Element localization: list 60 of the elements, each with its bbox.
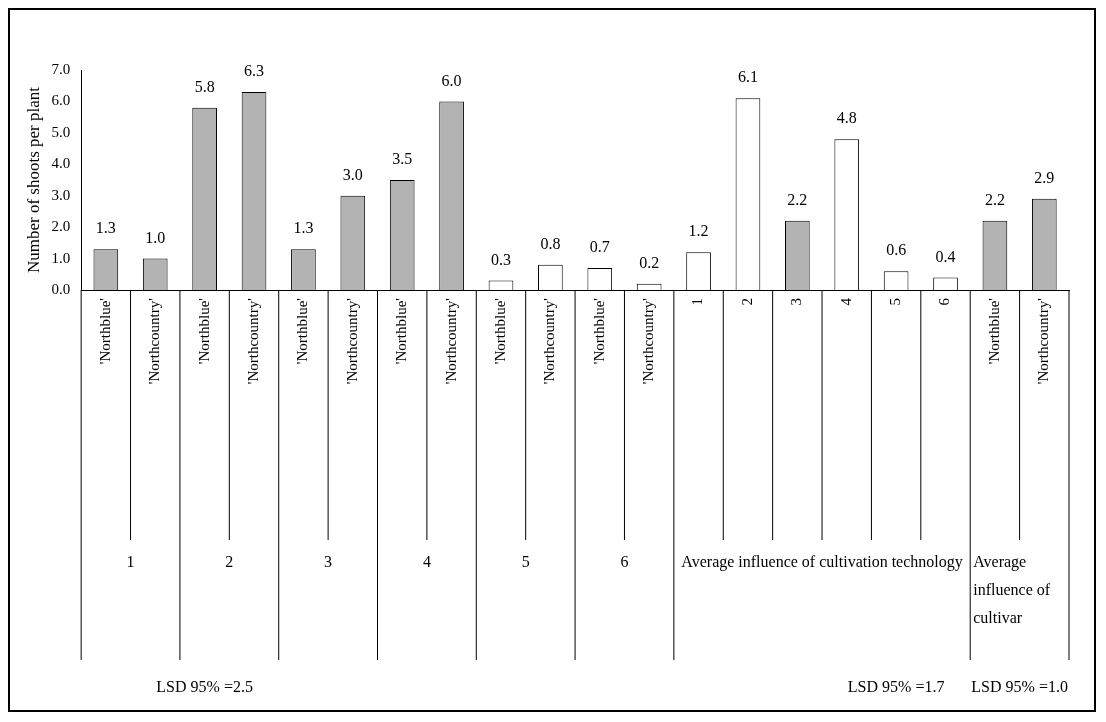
text: Average influence of cultivar [973, 553, 1051, 627]
x-tick-label: 'Northblue' [195, 297, 212, 365]
x-tick-label: 2 [738, 298, 755, 306]
data-label: 0.3 [490, 250, 511, 268]
y-tick-label: 3.0 [51, 186, 71, 203]
y-tick-label: 2.0 [51, 218, 71, 235]
x-tick-label: 'Northblue' [96, 297, 113, 365]
x-tick-label: 'Northblue' [393, 297, 410, 365]
text: Average influence of cultivation technology [681, 553, 963, 572]
x-tick-label: 'Northcountry' [146, 297, 163, 385]
x-tick-label: 5 [887, 298, 904, 306]
data-label: 0.2 [639, 253, 660, 271]
data-label: 0.4 [935, 247, 956, 265]
x-tick-label: 'Northcountry' [343, 297, 360, 385]
x-tick-label: 'Northcountry' [442, 297, 459, 385]
text: 1 [126, 553, 135, 571]
data-label: 6.3 [244, 62, 265, 80]
data-label: 1.3 [95, 219, 116, 237]
data-label: 2.2 [787, 191, 808, 209]
x-tick-label: 6 [936, 297, 953, 306]
text: 3 [324, 553, 333, 571]
y-tick-label: 0.0 [51, 280, 71, 297]
data-label: 6.0 [441, 71, 462, 89]
text: LSD 95% =1.0 [971, 678, 1068, 696]
text: 5 [521, 553, 530, 571]
data-label: 0.7 [589, 238, 610, 256]
data-label: 1.0 [145, 228, 166, 246]
x-tick-label: 'Northcountry' [541, 297, 558, 385]
data-label: 1.3 [293, 219, 314, 237]
text: 4 [422, 553, 431, 571]
x-tick-label: 'Northblue' [294, 297, 311, 365]
x-tick-label: 'Northblue' [985, 297, 1002, 365]
x-tick-label: 4 [837, 297, 854, 306]
data-label: 1.2 [688, 222, 709, 240]
x-tick-label: 1 [689, 298, 706, 306]
text: 2 [225, 553, 234, 571]
y-tick-label: 7.0 [51, 60, 71, 77]
text: 6 [620, 553, 629, 571]
x-tick-label: 'Northcountry' [640, 297, 657, 385]
text: LSD 95% =1.7 [847, 678, 945, 696]
x-tick-label: 'Northcountry' [244, 297, 261, 385]
data-label: 3.0 [342, 165, 363, 183]
data-label: 0.8 [540, 235, 561, 253]
y-tick-label: 5.0 [51, 123, 71, 140]
data-label: 2.2 [984, 191, 1005, 209]
text: LSD 95% =2.5 [156, 678, 253, 696]
data-label: 6.1 [737, 68, 758, 86]
x-tick-label: 3 [788, 298, 805, 306]
y-tick-label: 4.0 [51, 155, 71, 172]
data-label: 2.9 [1034, 169, 1055, 187]
y-tick-label: 6.0 [51, 92, 71, 109]
data-label: 5.8 [194, 77, 215, 95]
y-tick-label: 1.0 [51, 249, 71, 266]
y-axis-title: Number of shoots per plant [23, 86, 43, 274]
data-label: 4.8 [836, 109, 857, 127]
data-label: 0.6 [886, 241, 907, 259]
data-label: 3.5 [392, 150, 413, 168]
x-tick-label: 'Northcountry' [1035, 297, 1052, 385]
x-tick-label: 'Northblue' [491, 297, 508, 365]
x-tick-label: 'Northblue' [590, 297, 607, 365]
